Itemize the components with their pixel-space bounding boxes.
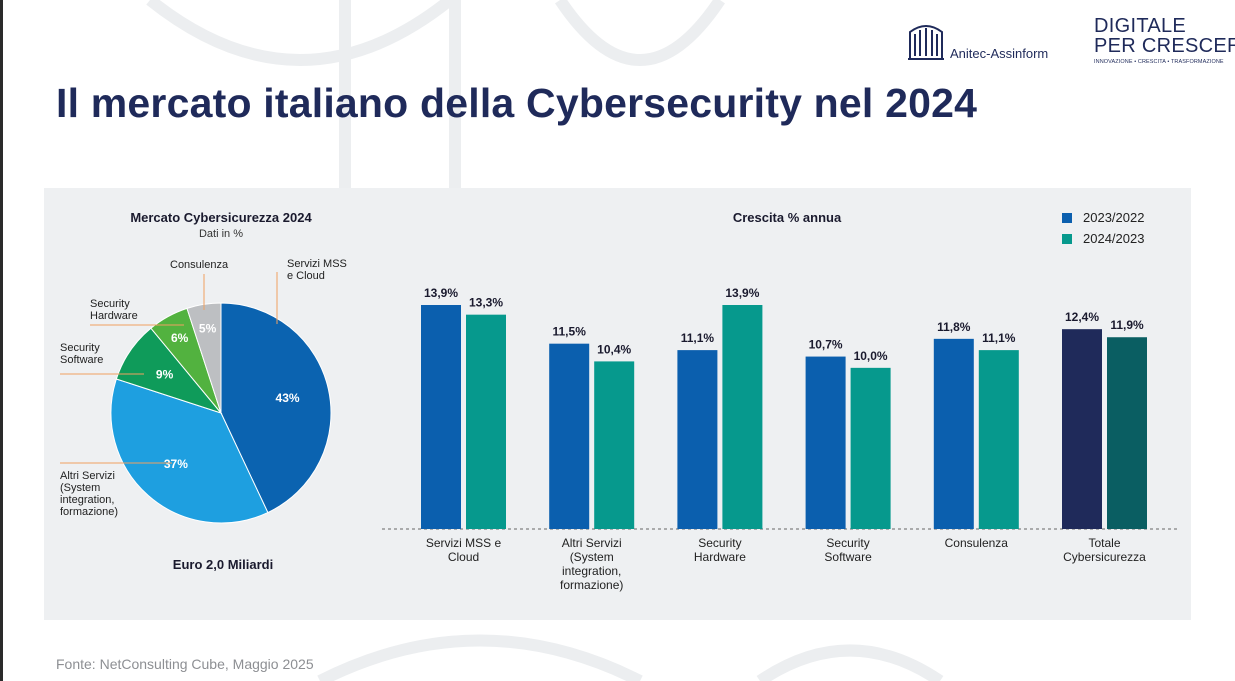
- bar-category-label: Security: [698, 536, 741, 550]
- anitec-logo: Anitec-Assinform: [904, 18, 1064, 66]
- bar-2023-2022: [805, 356, 846, 529]
- pie-category-label: Altri Servizi: [60, 470, 115, 482]
- pie-slice: [110, 378, 269, 524]
- bar-value-label: 13,9%: [424, 286, 458, 300]
- pie-slices: [110, 302, 332, 524]
- pie-category-label: Security: [60, 342, 100, 354]
- bar-value-label: 11,9%: [1110, 318, 1144, 332]
- pie-category-label: Servizi MSS: [287, 258, 347, 270]
- pie-value-label: 5%: [199, 321, 217, 335]
- bar-value-label: 11,5%: [553, 325, 587, 339]
- chart-panel: Mercato Cybersicurezza 2024 Dati in % 43% S…: [44, 188, 1191, 620]
- pie-category-label: Hardware: [90, 310, 138, 322]
- page-title: Il mercato italiano della Cybersecurity …: [56, 80, 978, 126]
- bar-value-label: 10,4%: [597, 342, 631, 356]
- anitec-emblem-icon: [908, 25, 944, 60]
- bar-2024-2023: [722, 305, 763, 529]
- bar-2024-2023: [850, 367, 891, 529]
- pie-subtitle: Dati in %: [199, 228, 243, 240]
- bar-2024-2023: [594, 361, 635, 529]
- bar-value-label: 11,1%: [982, 331, 1016, 345]
- bar-category-label: Altri Servizi: [562, 536, 622, 550]
- left-edge-bar: [0, 0, 3, 681]
- bar-category-label: Security: [826, 536, 869, 550]
- bar-category-label: Consulenza: [945, 536, 1009, 550]
- legend-swatch: [1062, 213, 1072, 223]
- bar-2023-2022: [421, 305, 461, 529]
- digitale-logo-line1: DIGITALE: [1094, 15, 1187, 37]
- digitale-logo-tagline: INNOVAZIONE • CRESCITA • TRASFORMAZIONE: [1094, 59, 1224, 65]
- bar-2024-2023: [978, 350, 1019, 529]
- pie-value-label: 6%: [171, 331, 189, 345]
- pie-value-label: 37%: [164, 457, 188, 471]
- bar-category-label: Cloud: [448, 550, 479, 564]
- bar-value-label: 10,7%: [809, 338, 843, 352]
- bar-value-label: 10,0%: [854, 349, 888, 363]
- bar-value-label: 11,8%: [937, 320, 971, 334]
- source-note: Fonte: NetConsulting Cube, Maggio 2025: [56, 656, 314, 672]
- bar-2023-2022: [933, 338, 974, 529]
- bar-category-label: formazione): [560, 578, 623, 592]
- bar-category-label: Servizi MSS e: [426, 536, 502, 550]
- pie-category-label: (System: [60, 482, 100, 494]
- bar-title: Crescita % annua: [733, 210, 842, 225]
- bar-2024-2023: [1107, 337, 1147, 529]
- bar-2023-2022: [1062, 329, 1102, 529]
- pie-category-label: e Cloud: [287, 270, 325, 282]
- bar-value-label: 13,3%: [469, 296, 503, 310]
- pie-title: Mercato Cybersicurezza 2024: [130, 210, 312, 225]
- pie-category-label: Consulenza: [170, 259, 229, 271]
- legend-label: 2023/2022: [1083, 210, 1144, 225]
- digitale-logo-line2: PER CRESCERE: [1094, 35, 1235, 57]
- pie-category-label: Software: [60, 354, 103, 366]
- pie-footer: Euro 2,0 Miliardi: [173, 557, 273, 572]
- bar-category-label: Software: [824, 550, 872, 564]
- pie-value-label: 43%: [276, 391, 300, 405]
- bar-value-label: 12,4%: [1065, 310, 1099, 324]
- bar-2023-2022: [549, 343, 590, 529]
- anitec-logo-text: Anitec-Assinform: [950, 46, 1049, 61]
- bar-value-label: 11,1%: [681, 331, 715, 345]
- pie-slice: [220, 302, 332, 514]
- pie-category-label: formazione): [60, 506, 118, 518]
- bar-category-label: Cybersicurezza: [1063, 550, 1146, 564]
- bar-category-label: integration,: [562, 564, 621, 578]
- bar-2023-2022: [677, 350, 718, 529]
- chart-canvas: Mercato Cybersicurezza 2024 Dati in % 43% S…: [60, 210, 1178, 592]
- bar-category-label: (System: [570, 550, 614, 564]
- pie-category-label: integration,: [60, 494, 114, 506]
- bar-category-label: Totale: [1088, 536, 1120, 550]
- pie-category-label: Security: [90, 298, 130, 310]
- pie-value-label: 9%: [156, 368, 174, 382]
- bar-2024-2023: [466, 314, 506, 529]
- legend-label: 2024/2023: [1083, 231, 1144, 246]
- bar-category-label: Hardware: [694, 550, 746, 564]
- legend-swatch: [1062, 234, 1072, 244]
- digitale-per-crescere-logo: DIGITALE PER CRESCERE INNOVAZIONE • CRES…: [1094, 15, 1235, 76]
- bar-value-label: 13,9%: [725, 286, 759, 300]
